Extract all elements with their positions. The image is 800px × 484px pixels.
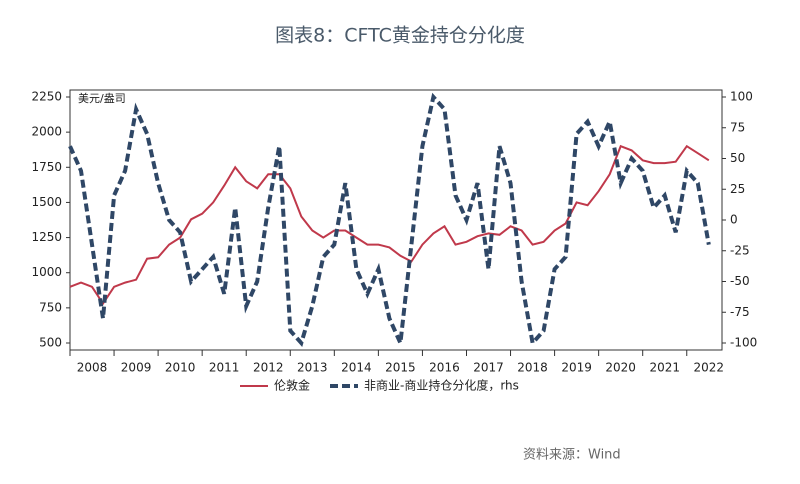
chart-title: 图表8：CFTC黄金持仓分化度	[275, 25, 525, 47]
x-tick-label: 2008	[77, 361, 108, 375]
x-tick-label: 2016	[429, 361, 460, 375]
y2-tick-label: 0	[730, 213, 738, 227]
y2-tick-label: -100	[730, 336, 757, 350]
y-tick-label: 1750	[31, 160, 62, 174]
series-line	[69, 144, 710, 306]
y2-tick-label: 50	[730, 151, 745, 165]
y2-tick-label: 25	[730, 182, 745, 196]
y-tick-label: 2250	[31, 90, 62, 104]
y-tick-label: 500	[39, 336, 62, 350]
legend-label: 伦敦金	[274, 378, 310, 393]
y2-tick-label: 100	[730, 90, 753, 104]
x-tick-label: 2011	[209, 361, 240, 375]
y-tick-label: 750	[39, 300, 62, 314]
y-tick-label: 2000	[31, 125, 62, 139]
x-tick-label: 2022	[694, 361, 725, 375]
series-line	[68, 92, 711, 351]
y-tick-label: 1250	[31, 230, 62, 244]
y-axis-label: 美元/盎司	[78, 91, 126, 105]
x-tick-label: 2009	[121, 361, 152, 375]
x-tick-label: 2019	[561, 361, 592, 375]
x-tick-label: 2014	[341, 361, 372, 375]
y2-tick-label: -25	[730, 243, 750, 257]
x-tick-label: 2012	[253, 361, 284, 375]
x-tick-label: 2018	[517, 361, 548, 375]
x-tick-label: 2017	[473, 361, 504, 375]
x-tick-label: 2015	[385, 361, 416, 375]
y2-tick-label: -50	[730, 274, 750, 288]
y2-tick-label: -75	[730, 305, 750, 319]
x-tick-label: 2020	[605, 361, 636, 375]
x-tick-label: 2013	[297, 361, 328, 375]
source-note: 资料来源：Wind	[523, 448, 621, 463]
y-tick-label: 1000	[31, 265, 62, 279]
legend-label: 非商业-商业持仓分化度，rhs	[364, 378, 519, 393]
y2-tick-label: 75	[730, 120, 745, 134]
x-tick-label: 2010	[165, 361, 196, 375]
y-tick-label: 1500	[31, 195, 62, 209]
x-tick-label: 2021	[649, 361, 680, 375]
